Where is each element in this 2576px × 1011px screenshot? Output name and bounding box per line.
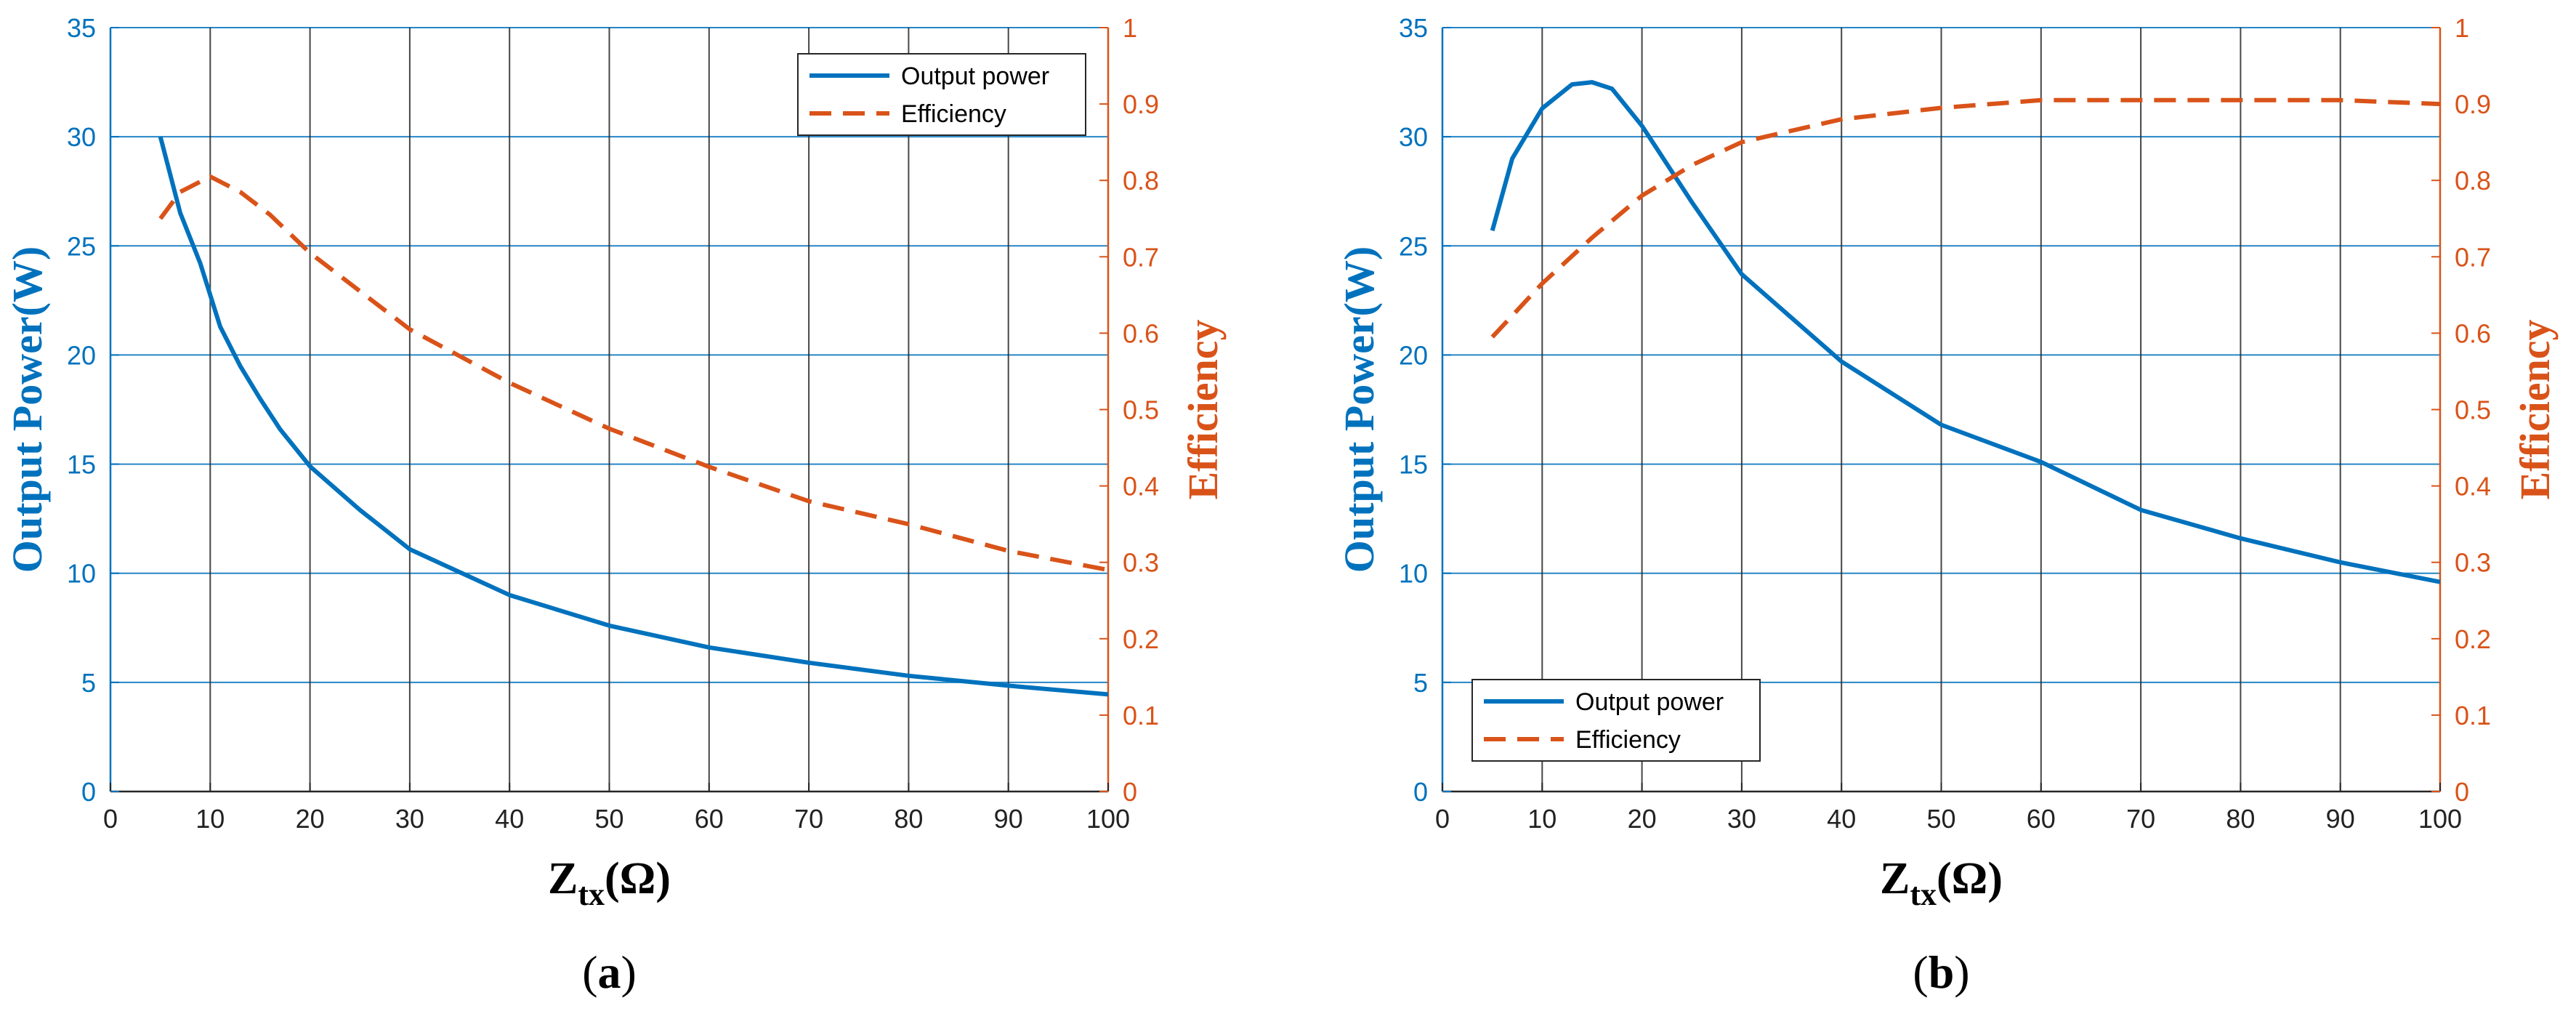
y-right-tick-label: 0.7 — [2455, 242, 2491, 272]
y-left-tick-label: 15 — [1399, 450, 1428, 480]
x-axis-label: Ztx(Ω) — [548, 854, 671, 912]
x-axis-label-subscript: tx — [578, 877, 605, 912]
chart-panel-b: 0 10 20 30 40 50 60 70 80 90 1000510152025303500.1… — [1336, 13, 2559, 998]
y-left-tick-label: 5 — [1413, 668, 1428, 698]
y-axis-left-label: Output Power(W) — [1336, 246, 1383, 573]
x-tick-label: 10 — [195, 804, 225, 834]
legend-box — [797, 53, 1086, 136]
x-tick-label: 40 — [1827, 804, 1856, 834]
y-right-tick-label: 0.9 — [2455, 89, 2491, 119]
x-tick-label: 80 — [2226, 804, 2255, 834]
y-right-tick-label: 1 — [2455, 13, 2469, 43]
caption-close-paren: ) — [1954, 946, 1969, 998]
x-tick-label: 100 — [1086, 804, 1130, 834]
legend: Output power Efficiency — [1471, 679, 1761, 762]
legend-box — [1471, 679, 1761, 762]
x-axis-label: Ztx(Ω) — [1880, 854, 2003, 912]
caption-open-paren: ( — [582, 946, 597, 998]
y-left-tick-label: 30 — [1399, 122, 1428, 152]
series-line-output-power — [158, 136, 1109, 697]
y-right-tick-label: 0.5 — [2455, 395, 2491, 425]
y-right-tick-label: 0 — [1123, 777, 1137, 807]
x-tick-label: 0 — [1435, 804, 1450, 834]
y-right-tick-label: 0.9 — [1123, 89, 1159, 119]
legend-label: Efficiency — [901, 100, 1006, 128]
y-left-tick-label: 20 — [1399, 340, 1428, 370]
y-right-tick-label: 0.6 — [2455, 318, 2491, 348]
y-left-tick-label: 0 — [81, 777, 96, 807]
y-left-tick-label: 35 — [67, 13, 96, 43]
series-line-efficiency — [1490, 97, 2441, 339]
x-tick-label: 70 — [794, 804, 823, 834]
y-left-tick-label: 25 — [67, 231, 96, 261]
y-right-tick-label: 0.8 — [2455, 166, 2491, 196]
x-tick-label: 90 — [2326, 804, 2355, 834]
x-tick-label: 90 — [994, 804, 1023, 834]
x-tick-label: 50 — [594, 804, 623, 834]
x-tick-label: 60 — [695, 804, 724, 834]
y-left-tick-label: 25 — [1399, 231, 1428, 261]
x-axis-label-main: Z — [548, 854, 578, 903]
y-left-tick-label: 0 — [1413, 777, 1428, 807]
chart-panel-a: 0 10 20 30 40 50 60 70 80 90 1000510152025303500.1… — [4, 13, 1227, 998]
x-tick-label: 50 — [1926, 804, 1955, 834]
y-right-tick-label: 0.7 — [1123, 242, 1159, 272]
y-right-tick-label: 0.1 — [1123, 701, 1159, 730]
y-left-tick-label: 35 — [1399, 13, 1428, 43]
y-right-tick-label: 0.1 — [2455, 701, 2491, 730]
series-line-output-power — [1490, 80, 2441, 584]
y-left-tick-label: 10 — [1399, 559, 1428, 589]
x-tick-label: 30 — [395, 804, 424, 834]
x-tick-label: 60 — [2027, 804, 2056, 834]
x-tick-label: 20 — [1628, 804, 1657, 834]
x-tick-label: 80 — [894, 804, 923, 834]
caption-close-paren: ) — [621, 946, 637, 998]
y-right-tick-label: 0.6 — [1123, 318, 1159, 348]
legend-label: Output power — [901, 63, 1049, 90]
x-tick-label: 70 — [2126, 804, 2155, 834]
x-axis-label-subscript: tx — [1910, 877, 1937, 912]
legend-label: Efficiency — [1575, 726, 1681, 754]
y-axis-right-label: Efficiency — [2511, 319, 2559, 499]
legend-label: Output power — [1575, 688, 1724, 716]
y-right-tick-label: 0.4 — [2455, 472, 2491, 502]
x-axis-label-main: Z — [1880, 854, 1910, 903]
x-axis-label-suffix: (Ω) — [605, 854, 671, 903]
x-tick-label: 100 — [2418, 804, 2462, 834]
y-left-tick-label: 30 — [67, 122, 96, 152]
series-line-efficiency — [158, 174, 1109, 573]
x-tick-label: 20 — [296, 804, 325, 834]
y-right-tick-label: 0.3 — [1123, 548, 1159, 578]
y-right-tick-label: 0.2 — [2455, 624, 2491, 654]
y-right-tick-label: 0 — [2455, 777, 2469, 807]
x-tick-label: 30 — [1727, 804, 1756, 834]
y-axis-right-label: Efficiency — [1179, 319, 1227, 499]
panel-caption: (a) — [582, 946, 637, 998]
y-right-tick-label: 0.4 — [1123, 472, 1159, 502]
y-left-tick-label: 5 — [81, 668, 96, 698]
y-right-tick-label: 0.3 — [2455, 548, 2491, 578]
caption-open-paren: ( — [1913, 946, 1928, 998]
x-tick-label: 0 — [103, 804, 118, 834]
x-tick-label: 40 — [495, 804, 524, 834]
y-left-tick-label: 10 — [67, 559, 96, 589]
legend: Output power Efficiency — [797, 53, 1086, 136]
y-left-tick-label: 20 — [67, 340, 96, 370]
y-right-tick-label: 0.2 — [1123, 624, 1159, 654]
panel-caption: (b) — [1913, 946, 1969, 998]
y-right-tick-label: 0.5 — [1123, 395, 1159, 425]
y-left-tick-label: 15 — [67, 450, 96, 480]
x-axis-label-suffix: (Ω) — [1937, 854, 2003, 903]
y-right-tick-label: 0.8 — [1123, 166, 1159, 196]
y-right-tick-label: 1 — [1123, 13, 1137, 43]
caption-letter: b — [1929, 946, 1955, 998]
y-axis-left-label: Output Power(W) — [4, 246, 51, 573]
x-tick-label: 10 — [1527, 804, 1556, 834]
caption-letter: a — [598, 946, 621, 998]
